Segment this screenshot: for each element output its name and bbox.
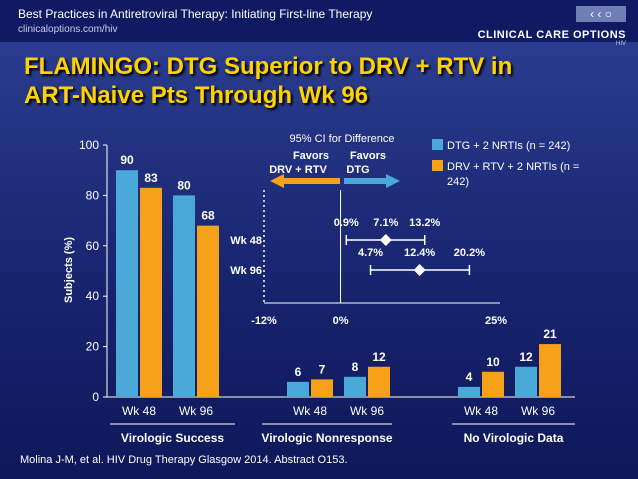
slide-background	[0, 42, 638, 479]
x-tick-label: Wk 48	[122, 404, 156, 418]
bar-value-label: 8	[352, 360, 359, 374]
ci-point-estimate	[379, 234, 392, 246]
svg-text:‹ ‹ ○: ‹ ‹ ○	[590, 7, 612, 21]
bar	[173, 195, 195, 397]
logo-text: CLINICAL CARE OPTIONS	[477, 29, 626, 41]
bar-value-label: 7	[319, 362, 326, 376]
bar	[515, 366, 537, 397]
ci-point-estimate	[413, 264, 426, 276]
ci-point-label: 7.1%	[373, 217, 398, 229]
bar-value-label: 83	[144, 171, 158, 185]
y-tick-label: 100	[79, 138, 99, 152]
clinical-care-options-logo: ‹ ‹ ○ CLINICAL CARE OPTIONS HIV	[478, 6, 626, 47]
bar	[287, 381, 309, 397]
inset-title: 95% CI for Difference	[290, 133, 395, 145]
ci-low-label: 0.9%	[334, 217, 359, 229]
header-bar: Best Practices in Antiretroviral Therapy…	[0, 0, 638, 47]
favors-left-label: Favors	[293, 150, 329, 162]
bar-value-label: 80	[177, 178, 191, 192]
group-label: Virologic Success	[121, 431, 224, 445]
bar-value-label: 12	[372, 350, 386, 364]
x-tick-label: Wk 96	[350, 404, 384, 418]
legend-swatch-drv	[432, 160, 443, 171]
bar-value-label: 6	[295, 365, 302, 379]
slide-title-line1: FLAMINGO: DTG Superior to DRV + RTV in	[24, 53, 513, 80]
y-tick-label: 40	[86, 289, 100, 303]
x-tick-label: Wk 96	[179, 404, 213, 418]
favors-left-drug: DRV + RTV	[269, 164, 327, 176]
logo-mark-icon: ‹ ‹ ○	[576, 6, 626, 22]
bar	[311, 379, 333, 397]
y-tick-label: 80	[86, 188, 100, 202]
inset-axis-label: 25%	[485, 315, 507, 327]
y-tick-label: 20	[86, 340, 100, 354]
y-tick-label: 0	[92, 390, 99, 404]
legend-label-drv: DRV + RTV + 2 NRTIs (n =	[447, 161, 579, 173]
bar	[344, 376, 366, 397]
x-tick-label: Wk 96	[521, 404, 555, 418]
legend-label-drv-cont: 242)	[447, 176, 469, 188]
ci-point-label: 12.4%	[404, 247, 435, 259]
group-label: No Virologic Data	[464, 431, 564, 445]
x-tick-label: Wk 48	[293, 404, 327, 418]
inset-axis-label: -12%	[251, 315, 277, 327]
group-label: Virologic Nonresponse	[261, 431, 392, 445]
bar-value-label: 68	[201, 209, 215, 223]
bar	[482, 371, 504, 397]
bar	[368, 366, 390, 397]
ci-high-label: 13.2%	[409, 217, 440, 229]
header-title: Best Practices in Antiretroviral Therapy…	[18, 7, 373, 21]
bar-value-label: 90	[120, 153, 134, 167]
inset-axis-label: 0%	[333, 315, 349, 327]
ci-low-label: 4.7%	[358, 247, 383, 259]
logo-subtext: HIV	[615, 41, 626, 47]
bar	[539, 344, 561, 397]
favors-right-drug: DTG	[346, 164, 369, 176]
bar	[140, 187, 162, 397]
slide-title-line2: ART-Naive Pts Through Wk 96	[24, 82, 369, 109]
bar-value-label: 4	[466, 370, 473, 384]
bar-value-label: 12	[519, 350, 533, 364]
slide-title: FLAMINGO: DTG Superior to DRV + RTV in A…	[24, 52, 512, 110]
y-tick-label: 60	[86, 239, 100, 253]
ci-high-label: 20.2%	[454, 247, 485, 259]
x-tick-label: Wk 48	[464, 404, 498, 418]
header-url: clinicaloptions.com/hiv	[18, 24, 118, 35]
arrow-left-icon	[270, 174, 340, 188]
ci-row-label: Wk 96	[230, 265, 262, 277]
y-axis-label: Subjects (%)	[63, 237, 75, 303]
favors-right-label: Favors	[350, 150, 386, 162]
bar	[197, 225, 219, 397]
bar	[458, 386, 480, 397]
legend-label-dtg: DTG + 2 NRTIs (n = 242)	[447, 140, 570, 152]
ci-row-label: Wk 48	[230, 235, 262, 247]
citation: Molina J-M, et al. HIV Drug Therapy Glas…	[20, 454, 348, 466]
arrow-right-icon	[344, 174, 400, 188]
bar	[116, 170, 138, 397]
bar-value-label: 21	[543, 327, 557, 341]
legend-swatch-dtg	[432, 139, 443, 150]
bar-value-label: 10	[486, 355, 500, 369]
